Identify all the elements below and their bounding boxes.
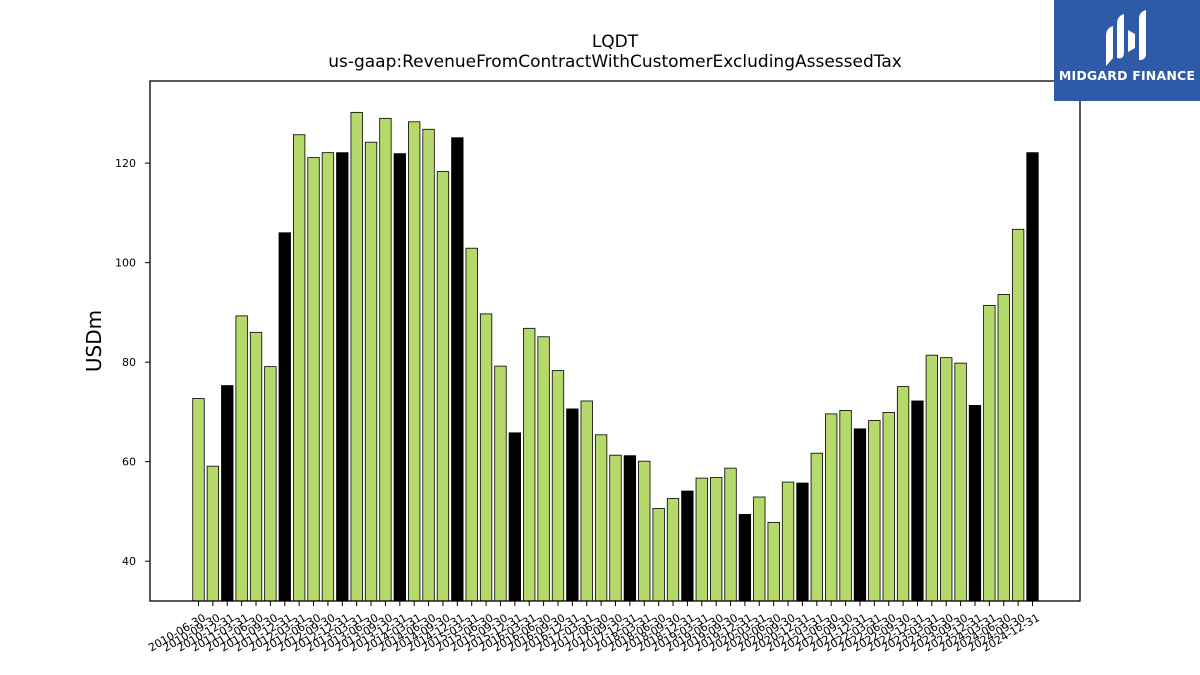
bar-2013-03-31: [350, 111, 363, 602]
y-tick-label: 120: [115, 157, 136, 170]
bar-2021-03-31: [810, 452, 823, 602]
bar-2024-03-31: [983, 305, 996, 602]
y-tick-label: 60: [122, 456, 136, 469]
bar-2020-12-31: [796, 482, 809, 602]
bar-2021-09-30: [839, 410, 852, 602]
y-tick-label: 80: [122, 356, 136, 369]
bar-2023-06-30: [940, 357, 953, 602]
bar-2017-09-30: [609, 454, 622, 602]
midgard-logo-icon: [1106, 10, 1146, 66]
bar-2016-12-31: [566, 408, 579, 602]
bar-2020-03-31: [753, 496, 766, 602]
y-tick-label: 40: [122, 555, 136, 568]
bar-2011-03-31: [235, 315, 248, 602]
bar-2019-03-31: [695, 477, 708, 602]
bar-2012-03-31: [292, 134, 306, 602]
bar-2022-03-31: [868, 419, 881, 602]
bar-2012-09-30: [321, 152, 335, 602]
bar-2018-06-30: [652, 508, 665, 602]
bar-2022-06-30: [882, 412, 895, 602]
bar-2017-06-30: [594, 434, 608, 602]
bar-2016-09-30: [551, 370, 565, 602]
bar-2021-12-31: [853, 428, 867, 602]
bar-2016-06-30: [537, 336, 550, 602]
bar-2023-03-31: [925, 354, 938, 602]
bar-2013-06-30: [364, 141, 378, 602]
bar-2024-09-30: [1011, 228, 1025, 602]
bar-2014-03-31: [408, 121, 421, 602]
bar-2011-06-30: [249, 331, 263, 602]
bar-2020-06-30: [767, 521, 780, 602]
bar-2021-06-30: [825, 413, 838, 602]
bar-2023-09-30: [954, 362, 967, 602]
bar-2015-06-30: [479, 313, 493, 602]
bar-2014-12-31: [451, 137, 464, 602]
bar-2014-09-30: [436, 171, 450, 602]
bar-2016-03-31: [523, 327, 536, 602]
bar-series: [192, 111, 1039, 602]
bar-2013-09-30: [379, 117, 392, 602]
brand-logo: MIDGARD FINANCE: [1054, 0, 1200, 101]
bar-2019-12-31: [738, 514, 752, 602]
bar-2018-09-30: [666, 498, 680, 602]
bar-2012-12-31: [336, 152, 349, 602]
bar-2010-06-30: [192, 398, 205, 602]
bar-2010-09-30: [206, 465, 220, 602]
logo-text: MIDGARD FINANCE: [1058, 68, 1196, 83]
bar-2019-09-30: [724, 467, 737, 602]
bar-2013-12-31: [393, 153, 406, 602]
y-axis-label: USDm: [82, 310, 106, 372]
bar-2024-12-31: [1026, 152, 1039, 602]
y-axis-ticks: 40 60 80 100 120: [115, 157, 150, 568]
bar-2020-09-30: [781, 481, 795, 602]
bar-2015-03-31: [465, 247, 478, 602]
bar-2022-12-31: [911, 400, 924, 602]
bar-2015-12-31: [508, 432, 521, 602]
bar-2011-12-31: [278, 232, 291, 602]
bar-2011-09-30: [264, 366, 277, 602]
bar-2024-06-30: [997, 294, 1010, 602]
bar-2017-03-31: [580, 400, 593, 602]
bar-2015-09-30: [494, 365, 507, 602]
bar-2010-12-31: [221, 385, 234, 602]
bar-2018-12-31: [681, 490, 694, 602]
chart-title: LQDT: [591, 32, 639, 52]
bar-2022-09-30: [896, 386, 910, 602]
bar-2018-03-31: [638, 460, 651, 602]
y-tick-label: 100: [115, 257, 136, 270]
bar-2017-12-31: [623, 455, 637, 602]
chart-subtitle: us-gaap:RevenueFromContractWithCustomerE…: [328, 52, 902, 72]
x-axis-ticks: 2010-06-302010-09-302010-12-312011-03-31…: [146, 601, 1042, 654]
bar-2014-06-30: [422, 128, 435, 602]
bar-2019-06-30: [710, 477, 723, 602]
bar-2012-06-30: [307, 157, 320, 602]
bar-2023-12-31: [968, 405, 982, 602]
plot-frame: [149, 80, 1081, 602]
